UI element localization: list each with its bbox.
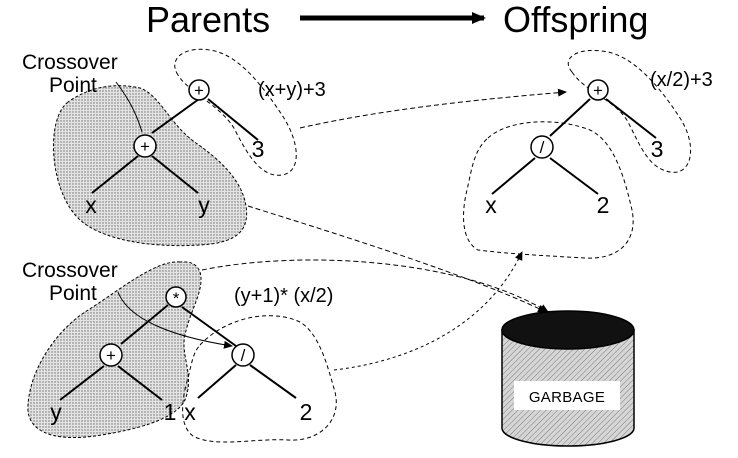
parent2-leaf-2: 2 <box>300 399 313 425</box>
offspring-leaf-x: x <box>485 192 497 218</box>
garbage-label: GARBAGE <box>529 389 605 406</box>
parents-heading: Parents <box>146 0 270 40</box>
parent2-root-op: * <box>173 289 180 308</box>
offspring-sub-op: / <box>540 138 545 157</box>
offspring-root-op: + <box>593 81 603 100</box>
parent1-leaf-y: y <box>198 192 210 218</box>
svg-text:Crossover: Crossover <box>22 259 118 282</box>
arrow-parent1-to-offspring <box>300 92 566 128</box>
parent1-leaf-3: 3 <box>252 136 265 162</box>
parent2-donor-region <box>183 316 337 442</box>
parent1-expression: (x+y)+3 <box>258 79 326 101</box>
parent2-leaf-1: 1 <box>164 399 177 425</box>
parent2-leaf-x: x <box>184 399 196 425</box>
parent2-leaf-y: y <box>50 399 62 425</box>
parent2-right-op: / <box>241 346 246 365</box>
svg-text:Point: Point <box>49 282 97 305</box>
offspring-leaf-2: 2 <box>597 192 610 218</box>
parent1-sub-op: + <box>140 137 150 156</box>
svg-text:Crossover: Crossover <box>22 51 118 74</box>
offspring-expression: (x/2)+3 <box>650 69 713 91</box>
garbage-bin: GARBAGE <box>502 311 634 446</box>
offspring-heading: Offspring <box>503 0 648 40</box>
garbage-bin-opening <box>502 311 634 349</box>
parent2-expression: (y+1)* (x/2) <box>234 285 333 307</box>
offspring-tree: + / x 2 3 (x/2)+3 <box>464 50 713 258</box>
parent1-leaf-x: x <box>85 192 97 218</box>
offspring-leaf-3: 3 <box>651 136 664 162</box>
svg-text:Point: Point <box>49 74 97 97</box>
parent1-root-op: + <box>194 81 204 100</box>
parent2-left-op: + <box>106 346 116 365</box>
